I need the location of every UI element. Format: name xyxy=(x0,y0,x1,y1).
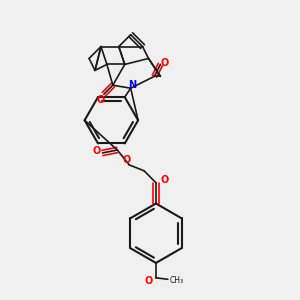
Text: O: O xyxy=(122,155,130,165)
Text: O: O xyxy=(161,58,169,68)
Text: O: O xyxy=(92,146,101,157)
Text: O: O xyxy=(144,276,153,286)
Text: O: O xyxy=(97,95,105,105)
Text: O: O xyxy=(161,175,169,185)
Text: N: N xyxy=(128,80,136,90)
Text: CH₃: CH₃ xyxy=(169,276,183,285)
